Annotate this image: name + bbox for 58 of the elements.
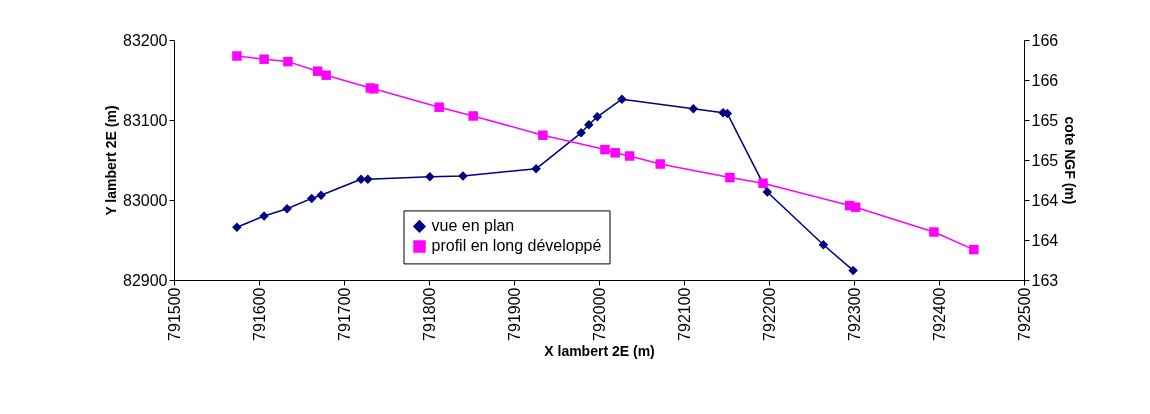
legend-label: profil en long développé — [431, 237, 602, 255]
point — [969, 244, 979, 255]
point — [929, 227, 939, 237]
x-tick-label: 792200 — [760, 287, 778, 341]
y2-tick-label: 165 — [1031, 151, 1059, 169]
x-tick-label: 791500 — [165, 287, 183, 341]
point — [584, 120, 594, 130]
x-tick-label: 791700 — [335, 287, 353, 341]
x-tick-label: 792500 — [1015, 287, 1033, 341]
point — [363, 174, 373, 184]
y-tick-label: 82900 — [123, 271, 168, 289]
y2-tick-label: 164 — [1031, 191, 1059, 209]
x-tick-label: 792300 — [845, 287, 863, 341]
y2-tick-label: 166 — [1031, 71, 1059, 89]
x-axis-title: X lambert 2E (m) — [544, 342, 655, 359]
point — [369, 84, 379, 94]
point — [592, 112, 603, 122]
y-tick-label: 83200 — [123, 31, 168, 49]
point — [617, 94, 627, 104]
point — [306, 193, 317, 204]
point — [624, 151, 635, 161]
point — [434, 102, 444, 112]
x-tick-label: 792000 — [590, 287, 608, 341]
point — [818, 240, 829, 250]
y2-axis-title: cote NGF (m) — [1062, 116, 1079, 205]
point — [600, 144, 610, 155]
point — [232, 222, 242, 232]
point — [850, 202, 861, 212]
x-tick-label: 792100 — [675, 287, 693, 341]
point — [725, 172, 735, 183]
y2-tick-label: 166 — [1031, 31, 1059, 49]
y-tick-label: 83100 — [123, 111, 168, 129]
point — [576, 128, 586, 138]
point — [538, 130, 548, 140]
point — [259, 54, 269, 64]
y-tick-label: 83000 — [123, 191, 168, 209]
x-tick-label: 791900 — [505, 287, 523, 341]
point — [425, 172, 435, 182]
x-tick-label: 791800 — [420, 287, 438, 341]
y-axis-title: Y lambert 2E (m) — [103, 105, 120, 216]
point — [468, 111, 478, 121]
y2-tick-label: 165 — [1031, 111, 1059, 129]
point — [321, 70, 331, 80]
point — [283, 56, 293, 67]
x-tick-label: 792400 — [930, 287, 948, 341]
point — [232, 51, 242, 61]
y2-tick-label: 164 — [1031, 231, 1059, 249]
y2-tick-label: 163 — [1031, 271, 1059, 289]
point — [655, 159, 665, 169]
point — [758, 178, 768, 188]
point — [531, 164, 541, 174]
x-tick-label: 791600 — [250, 287, 268, 341]
point — [610, 148, 620, 158]
point — [848, 265, 858, 276]
point — [688, 104, 699, 114]
legend-label: vue en plan — [431, 217, 515, 235]
point — [762, 187, 773, 197]
point — [312, 66, 323, 76]
